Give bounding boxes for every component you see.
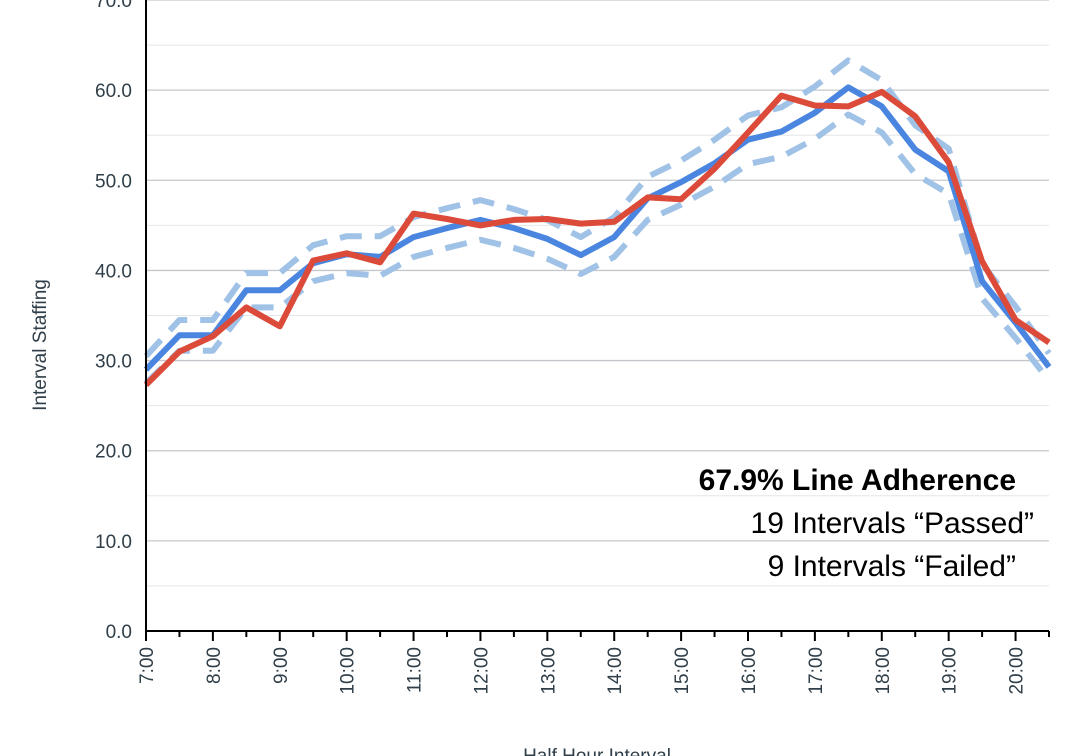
x-tick-label: 9:00: [271, 647, 292, 684]
x-tick-label: 14:00: [605, 647, 626, 695]
x-tick-label: 18:00: [873, 647, 894, 695]
x-tick-label: 16:00: [739, 647, 760, 695]
series-line-actual: [143, 88, 1051, 388]
x-tick-label: 8:00: [204, 647, 225, 684]
y-axis-title: Interval Staffing: [30, 279, 51, 411]
x-tick-label: 12:00: [471, 647, 492, 695]
x-tick-label: 10:00: [338, 647, 359, 695]
y-tick-label: 10.0: [95, 532, 132, 553]
annotation-passed: 19 Intervals “Passed”: [751, 507, 1034, 540]
x-tick-label: 15:00: [672, 647, 693, 695]
x-tick-label: 17:00: [806, 647, 827, 695]
y-tick-label: 30.0: [95, 352, 132, 373]
x-tick-label: 7:00: [137, 647, 158, 684]
y-tick-label: 60.0: [95, 81, 132, 102]
annotation-failed: 9 Intervals “Failed”: [768, 550, 1016, 583]
series-line-upper: [143, 57, 1052, 359]
series-layer: [143, 57, 1052, 388]
y-tick-label: 40.0: [95, 261, 132, 282]
gridlines: [146, 0, 1049, 587]
y-tick-label: 50.0: [95, 171, 132, 192]
x-tick-label: 13:00: [538, 647, 559, 695]
x-tick-marks: [145, 631, 1050, 641]
x-tick-label: 11:00: [405, 647, 426, 693]
y-tick-labels: 0.0 10.0 20.0 30.0 40.0 50.0 60.0 70.0: [95, 0, 132, 643]
y-tick-label: 70.0: [95, 0, 132, 12]
x-tick-label: 20:00: [1007, 647, 1028, 695]
x-tick-label: 19:00: [940, 647, 961, 695]
x-tick-labels: 7:00 8:00 9:00 10:00 11:00 12:00 13:00 14:00 15:…: [137, 647, 1028, 695]
annotation-adherence: 67.9% Line Adherence: [699, 464, 1016, 497]
series-line-required: [143, 84, 1052, 372]
y-tick-label: 20.0: [95, 442, 132, 463]
x-axis-title: Half Hour Interval: [523, 746, 671, 756]
y-tick-label: 0.0: [106, 622, 132, 643]
